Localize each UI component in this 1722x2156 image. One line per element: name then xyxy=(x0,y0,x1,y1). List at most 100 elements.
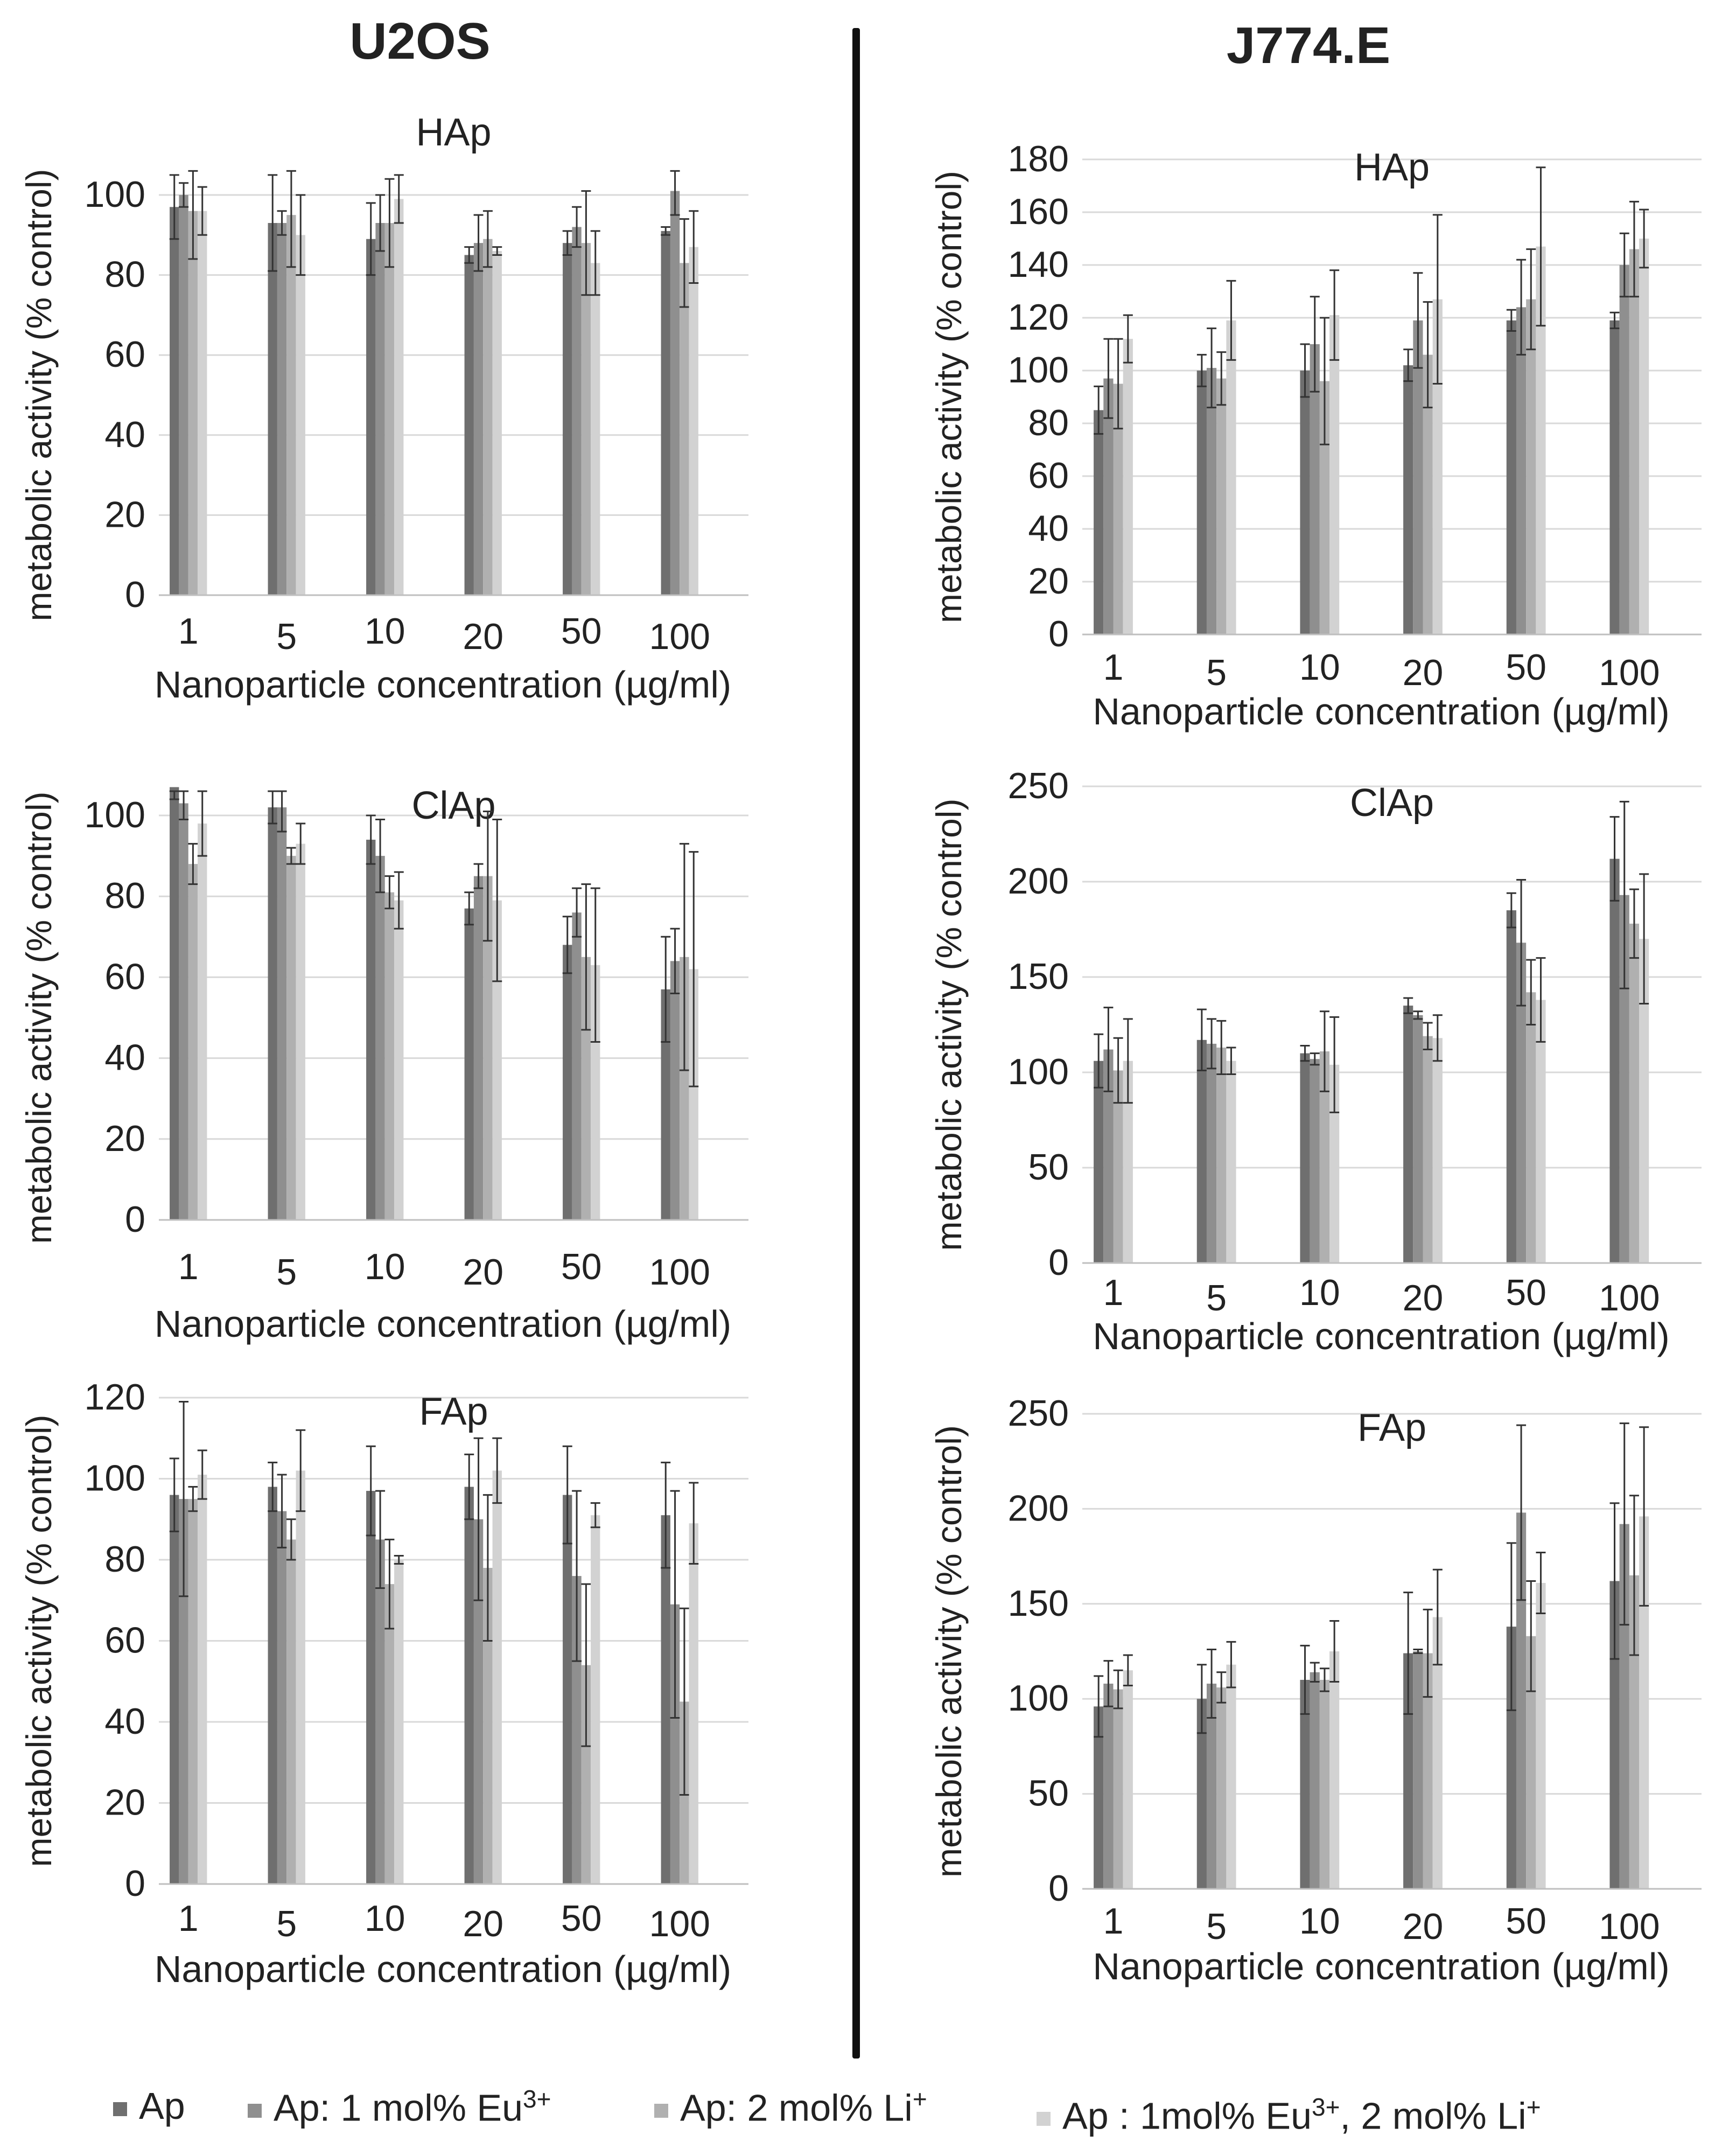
y-tick-label: 0 xyxy=(125,1863,145,1904)
bar xyxy=(680,957,689,1220)
bar xyxy=(384,892,395,1220)
chart-title: HAp xyxy=(1354,146,1430,189)
bar xyxy=(483,876,493,1220)
bar xyxy=(591,263,600,595)
y-axis-label: metabolic activity (% control) xyxy=(929,1425,969,1878)
bar xyxy=(1123,339,1133,634)
bar xyxy=(268,807,277,1220)
y-tick-label: 50 xyxy=(1028,1773,1069,1814)
bar xyxy=(296,1470,305,1884)
bar xyxy=(179,803,188,1220)
x-axis-label: Nanoparticle concentration (µg/ml) xyxy=(1093,690,1669,732)
bar xyxy=(483,239,493,596)
y-tick-label: 120 xyxy=(85,1377,145,1418)
bar xyxy=(375,856,385,1220)
x-tick-label: 5 xyxy=(1206,652,1227,693)
bar xyxy=(581,957,591,1220)
bar xyxy=(1619,1524,1629,1889)
bar xyxy=(1319,1679,1330,1889)
x-tick-label: 10 xyxy=(1299,647,1340,688)
x-tick-label: 50 xyxy=(561,611,602,652)
chart-title: FAp xyxy=(1357,1406,1426,1449)
x-tick-label: 20 xyxy=(1403,652,1444,693)
bar xyxy=(591,965,600,1220)
y-tick-label: 120 xyxy=(1008,297,1069,338)
bar xyxy=(1103,1683,1114,1889)
bar xyxy=(581,1665,591,1884)
bar xyxy=(1506,320,1516,634)
x-tick-label: 1 xyxy=(178,1898,199,1939)
bar xyxy=(670,961,680,1220)
x-axis-label: Nanoparticle concentration (µg/ml) xyxy=(155,1303,731,1345)
bar xyxy=(1609,320,1620,634)
bar xyxy=(563,243,572,595)
bar xyxy=(1226,320,1236,634)
y-tick-label: 250 xyxy=(1008,1393,1069,1434)
bar xyxy=(473,1519,484,1884)
x-tick-label: 50 xyxy=(561,1246,602,1287)
y-tick-label: 50 xyxy=(1028,1147,1069,1188)
bar xyxy=(188,864,198,1220)
bar xyxy=(366,1491,376,1884)
y-tick-label: 0 xyxy=(1048,1242,1069,1283)
bar xyxy=(188,211,198,596)
y-tick-label: 0 xyxy=(1048,1868,1069,1909)
legend-label: Ap: 1 mol% Eu xyxy=(274,2087,523,2129)
bar xyxy=(198,211,207,596)
bar xyxy=(1629,1575,1640,1889)
x-tick-label: 20 xyxy=(1403,1906,1444,1947)
y-axis-label: metabolic activity (% control) xyxy=(929,171,969,623)
legend-item-eu-li: Ap : 1mol% Eu3+, 2 mol% Li+ xyxy=(1037,2092,1541,2137)
x-tick-label: 5 xyxy=(1206,1278,1227,1318)
x-axis-label: Nanoparticle concentration (µg/ml) xyxy=(1093,1945,1669,1987)
bar xyxy=(1103,378,1114,634)
bar xyxy=(689,969,698,1220)
bar xyxy=(366,840,376,1220)
bar xyxy=(1300,1053,1310,1263)
y-tick-label: 60 xyxy=(104,956,145,997)
y-tick-label: 80 xyxy=(104,875,145,916)
legend-superscript-2: + xyxy=(1526,2093,1541,2121)
x-tick-label: 10 xyxy=(365,611,405,652)
y-tick-label: 80 xyxy=(104,254,145,295)
bar xyxy=(1329,1064,1340,1263)
x-tick-label: 1 xyxy=(1103,1272,1124,1313)
x-tick-label: 100 xyxy=(1599,652,1660,693)
bar xyxy=(1196,1699,1207,1889)
x-tick-label: 20 xyxy=(463,1252,503,1293)
bar xyxy=(1423,354,1433,634)
bar xyxy=(1094,410,1104,634)
y-tick-label: 60 xyxy=(104,334,145,375)
y-tick-label: 100 xyxy=(1008,350,1069,390)
legend-superscript: + xyxy=(912,2085,927,2113)
bar xyxy=(1310,1672,1320,1889)
bar xyxy=(1196,1039,1207,1263)
y-tick-label: 150 xyxy=(1008,956,1069,997)
legend-item-li: Ap: 2 mol% Li+ xyxy=(654,2084,927,2129)
y-tick-label: 200 xyxy=(1008,861,1069,902)
x-tick-label: 100 xyxy=(649,1252,710,1293)
y-axis-label: metabolic activity (% control) xyxy=(19,1415,59,1867)
x-tick-label: 1 xyxy=(178,1246,199,1287)
bar xyxy=(1536,1582,1546,1889)
bar xyxy=(1206,1043,1217,1263)
x-tick-label: 1 xyxy=(1103,647,1124,688)
x-tick-label: 20 xyxy=(1403,1278,1444,1318)
bar xyxy=(464,1487,474,1884)
bar xyxy=(1329,315,1340,634)
y-tick-label: 100 xyxy=(1008,1051,1069,1092)
bar xyxy=(483,1568,493,1884)
y-tick-label: 20 xyxy=(104,494,145,535)
y-tick-label: 150 xyxy=(1008,1583,1069,1624)
bar xyxy=(689,247,698,596)
legend-swatch xyxy=(1037,2111,1051,2126)
y-tick-label: 20 xyxy=(104,1782,145,1823)
x-tick-label: 20 xyxy=(463,616,503,657)
legend-item-ap: Ap xyxy=(113,2084,185,2127)
bar xyxy=(581,243,591,595)
chart-title: HAp xyxy=(416,111,491,154)
bar xyxy=(375,1539,385,1884)
x-tick-label: 10 xyxy=(365,1898,405,1939)
bar xyxy=(170,207,179,595)
y-tick-label: 40 xyxy=(104,1037,145,1078)
